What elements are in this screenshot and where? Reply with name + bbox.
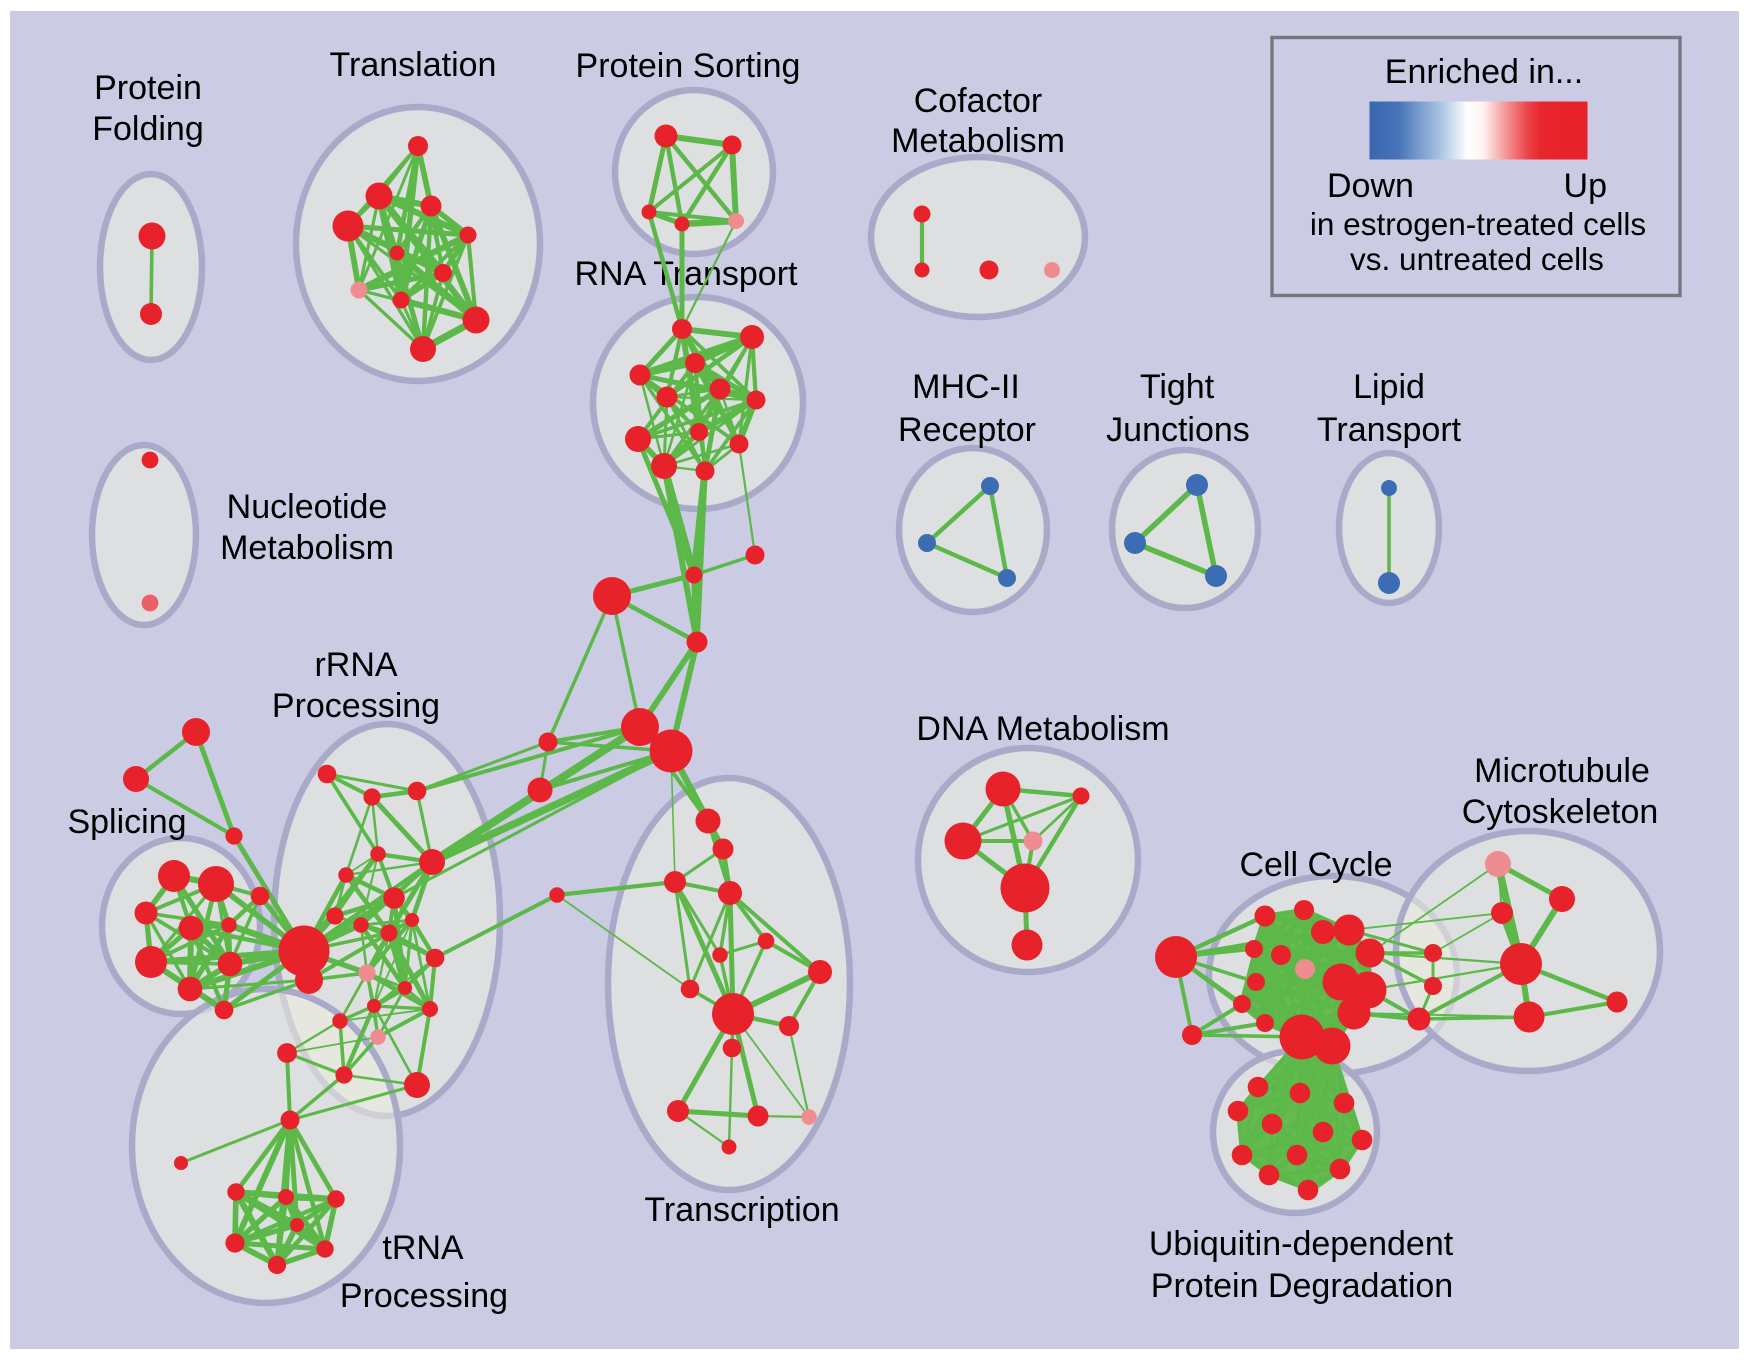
svg-text:Processing: Processing [340,1277,508,1315]
svg-text:Splicing: Splicing [67,803,186,841]
svg-text:Tight: Tight [1140,368,1215,406]
svg-text:vs. untreated cells: vs. untreated cells [1350,241,1604,277]
svg-text:tRNA: tRNA [382,1229,464,1267]
svg-text:Cytoskeleton: Cytoskeleton [1462,793,1659,831]
svg-text:Transcription: Transcription [644,1191,839,1229]
svg-text:Junctions: Junctions [1106,411,1250,449]
svg-text:Protein: Protein [94,69,202,107]
svg-text:Metabolism: Metabolism [220,529,394,567]
svg-text:Ubiquitin-dependent: Ubiquitin-dependent [1149,1225,1454,1263]
svg-text:Microtubule: Microtubule [1474,752,1650,790]
svg-text:DNA Metabolism: DNA Metabolism [916,710,1169,748]
svg-text:Down: Down [1327,167,1414,205]
svg-text:Lipid: Lipid [1353,368,1425,406]
svg-text:MHC-II: MHC-II [912,368,1020,406]
svg-text:Receptor: Receptor [898,411,1036,449]
svg-text:RNA Transport: RNA Transport [575,255,799,293]
svg-text:Nucleotide: Nucleotide [227,488,388,526]
svg-text:in estrogen-treated cells: in estrogen-treated cells [1310,206,1646,242]
svg-text:Translation: Translation [330,46,497,84]
svg-text:rRNA: rRNA [314,646,397,684]
svg-text:Metabolism: Metabolism [891,122,1065,160]
svg-text:Processing: Processing [272,687,440,725]
svg-text:Up: Up [1564,167,1607,205]
svg-text:Cell Cycle: Cell Cycle [1239,846,1392,884]
svg-text:Cofactor: Cofactor [914,82,1043,120]
svg-text:Transport: Transport [1317,411,1462,449]
svg-text:Protein Degradation: Protein Degradation [1151,1267,1453,1305]
svg-text:Folding: Folding [92,110,204,148]
svg-text:Protein Sorting: Protein Sorting [576,47,801,85]
svg-text:Enriched in...: Enriched in... [1385,53,1583,91]
